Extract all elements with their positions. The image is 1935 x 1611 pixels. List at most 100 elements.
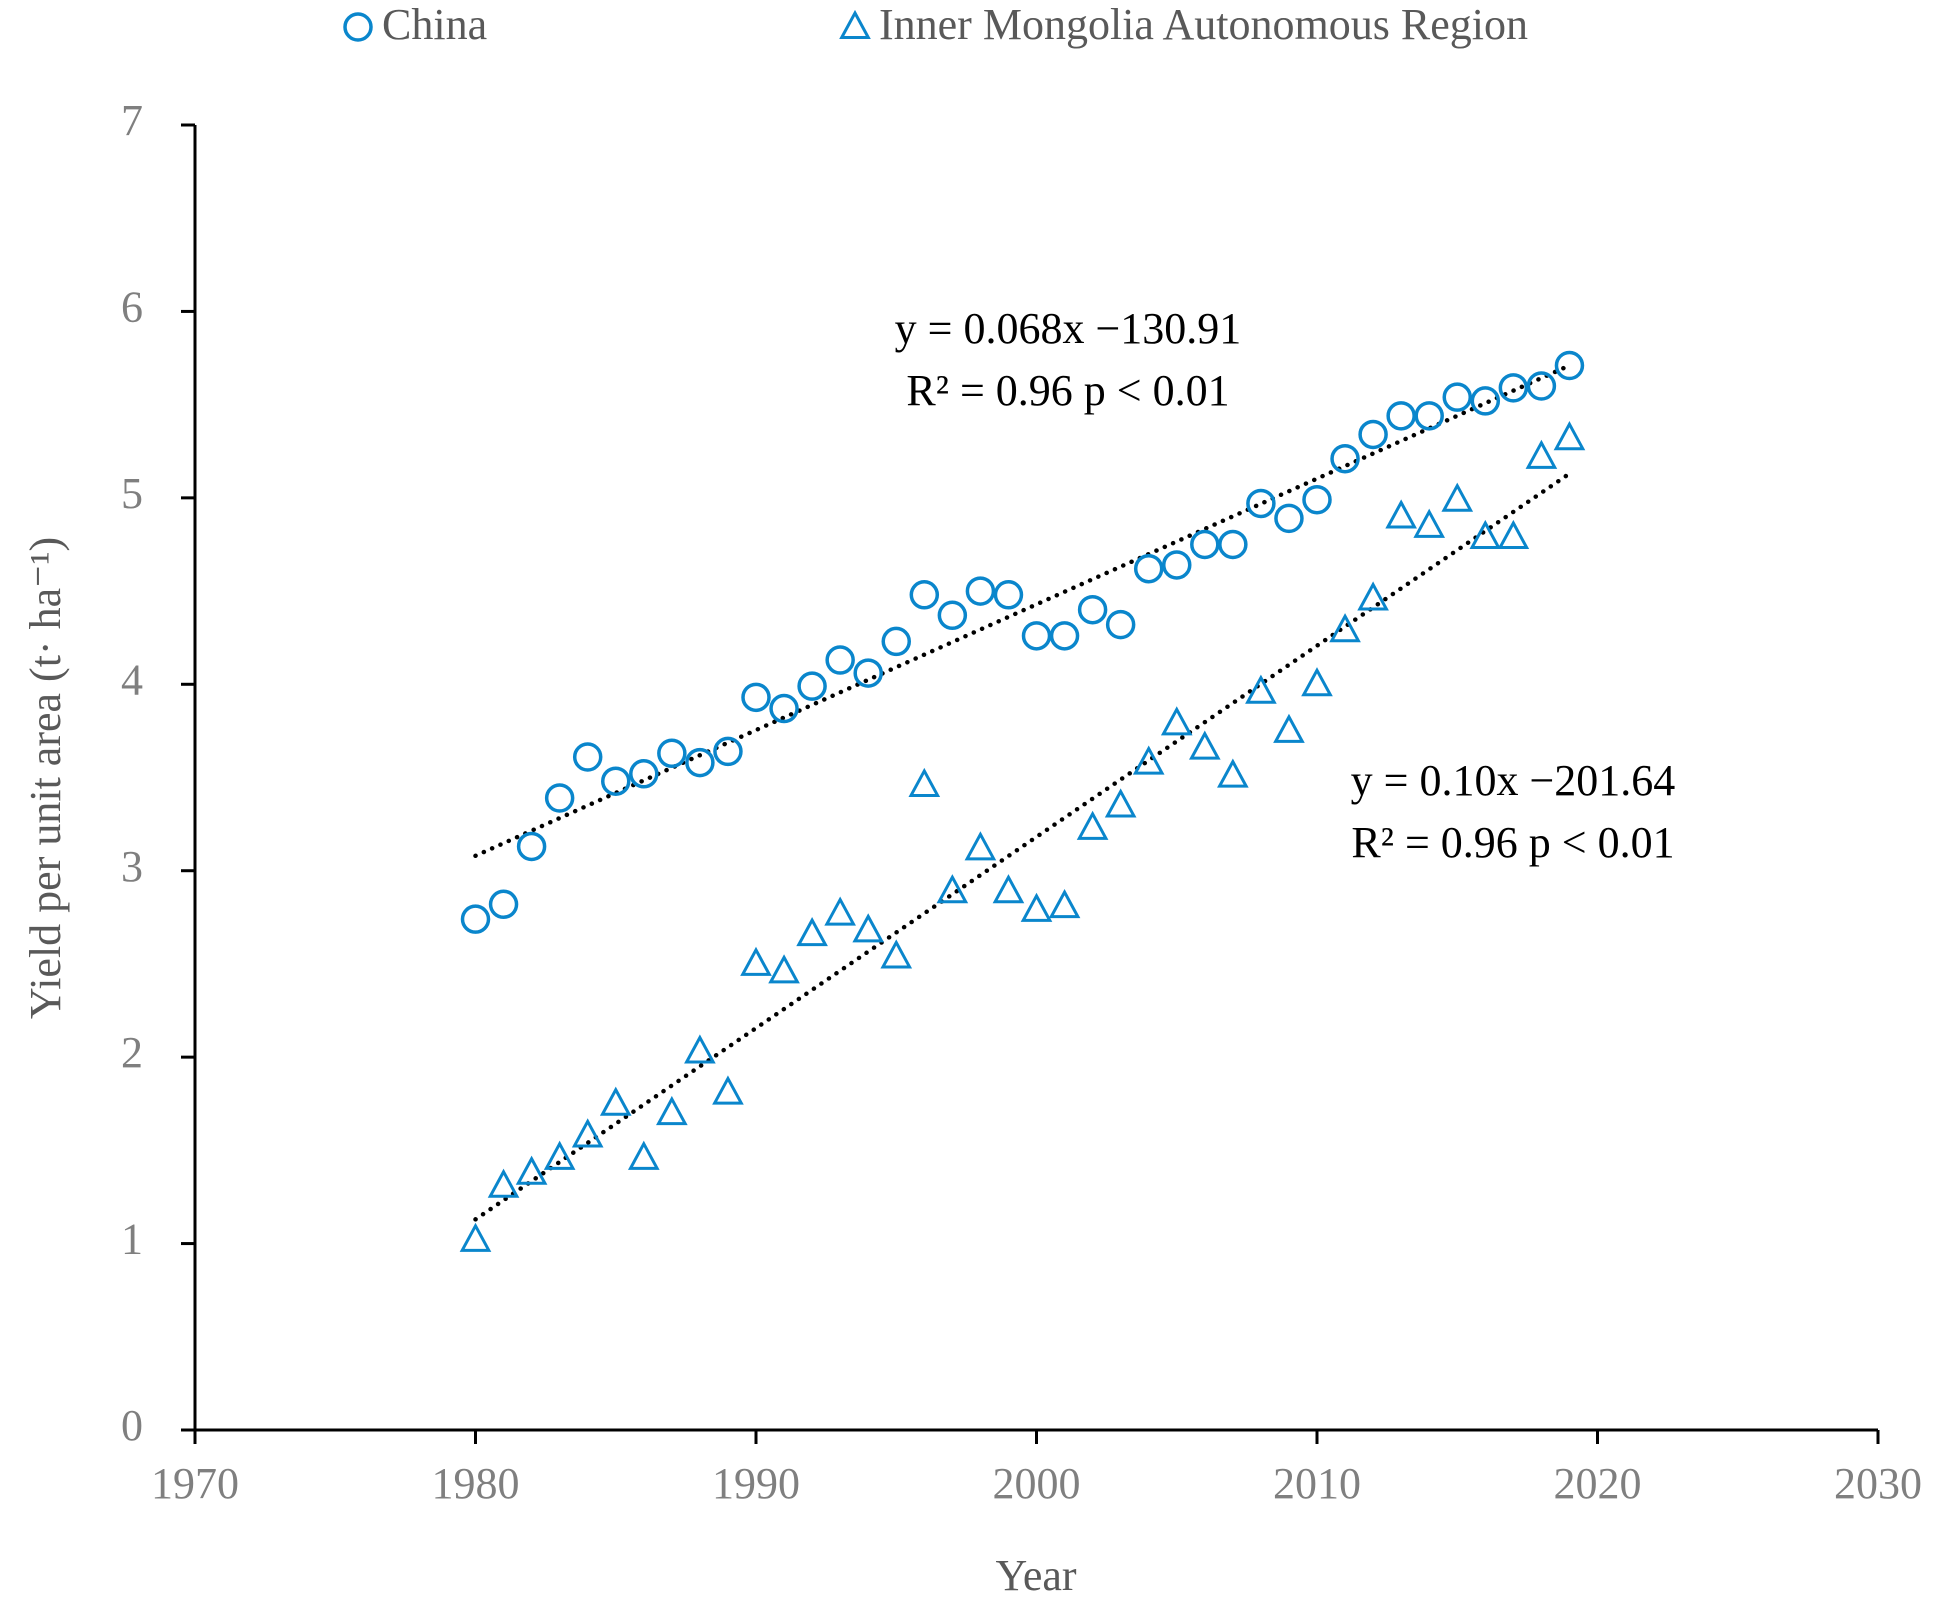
legend-label: China: [382, 0, 487, 49]
point: [1218, 529, 1248, 560]
point: [936, 874, 969, 904]
point: [825, 645, 855, 675]
y-tick-label: 6: [121, 283, 143, 332]
point: [1498, 373, 1529, 403]
x-tick-label: 2020: [1554, 1459, 1642, 1508]
point: [685, 747, 715, 778]
point: [1301, 667, 1333, 697]
point: [1386, 401, 1416, 431]
point: [768, 954, 800, 984]
point: [1076, 810, 1109, 840]
point: [1525, 439, 1558, 469]
point: [515, 1155, 548, 1185]
point: [796, 916, 828, 947]
point: [713, 736, 743, 767]
point: [1357, 581, 1389, 611]
point: [1246, 488, 1276, 519]
point: [1554, 350, 1585, 381]
x-tick-label: 1990: [712, 1459, 800, 1508]
y-tick-label: 7: [121, 96, 143, 145]
point: [656, 1095, 688, 1126]
legend-marker: [343, 12, 373, 42]
point: [516, 831, 547, 862]
equation: R² = 0.96 p < 0.01: [1351, 818, 1674, 867]
y-tick-label: 3: [121, 842, 143, 891]
y-tick-label: 4: [121, 655, 143, 704]
point: [1330, 443, 1360, 474]
point: [824, 896, 856, 926]
point: [1132, 745, 1165, 775]
point: [1413, 508, 1446, 538]
point: [629, 759, 659, 789]
point: [1526, 371, 1557, 401]
point: [1273, 713, 1305, 743]
x-tick-label: 2010: [1273, 1459, 1361, 1508]
point: [1133, 553, 1164, 584]
point: [1020, 892, 1053, 922]
point: [1274, 503, 1304, 534]
equation: R² = 0.96 p < 0.01: [906, 366, 1229, 415]
point: [1553, 421, 1586, 451]
point: [1497, 519, 1530, 550]
point: [1470, 386, 1501, 416]
x-tick-label: 2030: [1834, 1459, 1922, 1508]
point: [1469, 519, 1502, 550]
point: [1385, 499, 1417, 529]
point: [1049, 621, 1080, 651]
point: [1021, 621, 1052, 651]
y-tick-label: 0: [121, 1401, 143, 1450]
point: [1245, 674, 1277, 704]
point: [992, 874, 1025, 904]
point: [993, 580, 1024, 610]
point: [965, 576, 996, 606]
point: [909, 580, 940, 610]
point: [571, 1118, 604, 1148]
point: [1190, 529, 1220, 560]
point: [459, 1222, 492, 1252]
point: [880, 939, 913, 969]
x-tick-label: 1980: [432, 1459, 520, 1508]
point: [712, 1075, 744, 1105]
x-tick-label: 1970: [151, 1459, 239, 1508]
legend-marker: [839, 9, 871, 39]
x-tick-label: 2000: [993, 1459, 1081, 1508]
x-axis-title: Year: [995, 1551, 1076, 1600]
point: [1162, 550, 1192, 580]
point: [657, 738, 687, 769]
point: [1217, 758, 1249, 788]
point: [797, 671, 827, 701]
point: [1104, 788, 1137, 818]
point: [852, 913, 885, 943]
trend-line: [473, 471, 1572, 1222]
point: [487, 1168, 520, 1198]
point: [1358, 419, 1388, 450]
point: [543, 1140, 576, 1170]
point: [1329, 613, 1361, 643]
point: [1188, 730, 1221, 760]
y-tick-label: 2: [121, 1028, 143, 1077]
point: [599, 1086, 632, 1116]
equation: y = 0.068x −130.91: [895, 304, 1242, 353]
point: [601, 766, 631, 796]
point: [881, 626, 911, 657]
point: [853, 658, 883, 688]
legend-label: Inner Mongolia Autonomous Region: [879, 0, 1528, 49]
y-axis-title: Yield per unit area (t· ha⁻¹): [21, 537, 70, 1019]
point: [1048, 888, 1081, 919]
point: [1077, 594, 1108, 625]
y-tick-label: 5: [121, 469, 143, 518]
point: [908, 767, 941, 797]
point: [488, 889, 519, 920]
point: [684, 1034, 716, 1064]
point: [460, 904, 491, 934]
point: [1442, 382, 1472, 412]
point: [1414, 401, 1444, 431]
point: [1105, 609, 1136, 640]
y-tick-label: 1: [121, 1215, 143, 1264]
point: [769, 693, 799, 724]
point: [964, 831, 997, 861]
point: [741, 682, 771, 713]
point: [1160, 706, 1193, 736]
point: [627, 1140, 660, 1170]
